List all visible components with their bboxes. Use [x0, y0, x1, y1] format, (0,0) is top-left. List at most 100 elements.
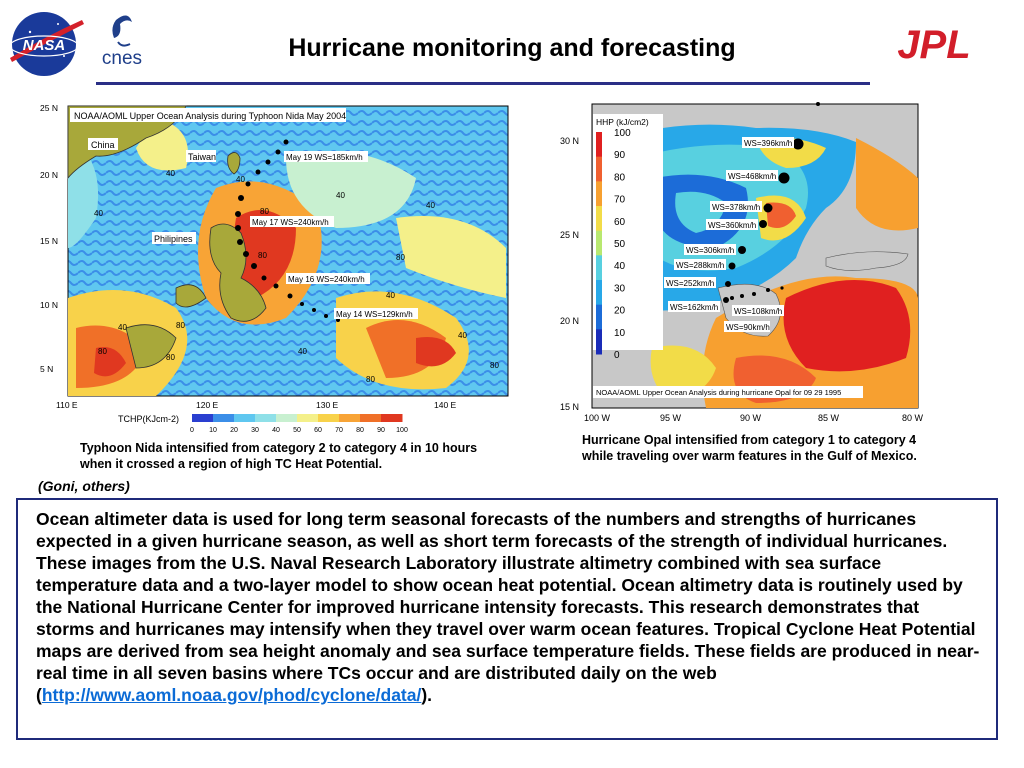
- opal-legend-tick: 30: [614, 283, 626, 294]
- description-paragraph: Ocean altimeter data is used for long te…: [36, 509, 980, 683]
- nida-label-may16: May 16 WS=240km/h: [288, 275, 365, 284]
- nida-colorbar-swatch: [339, 414, 361, 422]
- nida-label-may19: May 19 WS=185km/h: [286, 153, 363, 162]
- opal-legend-tick: 20: [614, 306, 626, 317]
- svg-text:40: 40: [298, 347, 307, 356]
- nida-colorbar-tick: 90: [377, 427, 385, 434]
- nida-caption: Typhoon Nida intensified from category 2…: [80, 441, 478, 471]
- opal-legend-tick: 10: [614, 328, 626, 339]
- svg-text:WS=108km/h: WS=108km/h: [734, 307, 782, 316]
- nida-colorbar-tick: 10: [209, 427, 217, 434]
- credit-text: (Goni, others): [38, 478, 130, 494]
- nida-label-may17: May 17 WS=240km/h: [252, 218, 329, 227]
- svg-text:WS=468km/h: WS=468km/h: [728, 172, 776, 181]
- opal-lon-ticks: 100 W 95 W 90 W 85 W 80 W: [584, 413, 924, 423]
- nida-colorbar-tick: 70: [335, 427, 343, 434]
- svg-text:WS=396km/h: WS=396km/h: [744, 139, 792, 148]
- opal-map-panel: HHP (kJ/cm2) 100 90 80 70 60 50 40 30 20 10 0 WS=3…: [556, 98, 926, 424]
- nida-colorbar-tick: 0: [190, 427, 194, 434]
- nida-colorbar-tick: 80: [356, 427, 364, 434]
- taiwan-label: Taiwan: [188, 152, 216, 162]
- svg-text:WS=90km/h: WS=90km/h: [726, 323, 770, 332]
- svg-text:80: 80: [366, 375, 375, 384]
- svg-text:80: 80: [98, 347, 107, 356]
- aoml-cyclone-data-link[interactable]: http://www.aoml.noaa.gov/phod/cyclone/da…: [41, 685, 422, 705]
- nida-label-may14: May 14 WS=129km/h: [336, 310, 413, 319]
- opal-legend-swatch: [596, 132, 602, 158]
- nida-colorbar-swatch: [276, 414, 298, 422]
- nida-map-title: NOAA/AOML Upper Ocean Analysis during Ty…: [74, 111, 346, 121]
- nida-colorbar-tick: 30: [251, 427, 259, 434]
- svg-text:130 E: 130 E: [316, 400, 339, 410]
- svg-text:40: 40: [386, 291, 395, 300]
- svg-text:25 N: 25 N: [40, 103, 58, 113]
- jpl-logo: JPL: [897, 24, 970, 64]
- svg-text:40: 40: [458, 331, 467, 340]
- nida-map: NOAA/AOML Upper Ocean Analysis during Ty…: [40, 103, 509, 434]
- svg-text:80: 80: [396, 253, 405, 262]
- opal-legend-tick: 90: [614, 150, 626, 161]
- opal-legend-swatch: [596, 304, 602, 330]
- china-label: China: [91, 140, 115, 150]
- opal-legend-tick: 0: [614, 350, 620, 361]
- opal-map-title: NOAA/AOML Upper Ocean Analysis during hu…: [596, 388, 841, 397]
- nida-map-panel: NOAA/AOML Upper Ocean Analysis during Ty…: [36, 98, 516, 438]
- svg-text:40: 40: [94, 209, 103, 218]
- svg-text:cnes: cnes: [102, 48, 142, 69]
- svg-text:WS=378km/h: WS=378km/h: [712, 203, 760, 212]
- svg-text:5 N: 5 N: [40, 364, 53, 374]
- svg-text:20 N: 20 N: [560, 316, 579, 326]
- svg-text:80: 80: [260, 207, 269, 216]
- svg-text:120 E: 120 E: [196, 400, 219, 410]
- nida-colorbar-swatch: [381, 414, 403, 422]
- svg-text:10 N: 10 N: [40, 300, 58, 310]
- nida-colorbar-swatch: [297, 414, 319, 422]
- svg-text:40: 40: [236, 175, 245, 184]
- nida-lon-ticks: 110 E 120 E 130 E 140 E: [56, 400, 457, 410]
- nida-colorbar-tick: 50: [293, 427, 301, 434]
- nida-colorbar-swatch: [192, 414, 214, 422]
- description-box: Ocean altimeter data is used for long te…: [16, 498, 998, 740]
- svg-text:40: 40: [336, 191, 345, 200]
- opal-legend-tick: 60: [614, 217, 626, 228]
- svg-text:15 N: 15 N: [560, 402, 579, 412]
- nida-colorbar-tick: 20: [230, 427, 238, 434]
- opal-legend-tick: 100: [614, 128, 631, 139]
- svg-text:85 W: 85 W: [818, 413, 840, 423]
- svg-text:JPL: JPL: [897, 24, 970, 64]
- opal-caption: Hurricane Opal intensified from category…: [582, 433, 917, 463]
- svg-text:40: 40: [166, 169, 175, 178]
- opal-lat-ticks: 30 N 25 N 20 N 15 N: [560, 136, 579, 412]
- svg-text:90 W: 90 W: [740, 413, 762, 423]
- opal-legend-swatch: [596, 280, 602, 306]
- svg-text:WS=252km/h: WS=252km/h: [666, 279, 714, 288]
- nida-colorbar-swatch: [318, 414, 340, 422]
- opal-legend-swatch: [596, 230, 602, 256]
- svg-text:25 N: 25 N: [560, 230, 579, 240]
- svg-text:80: 80: [166, 353, 175, 362]
- opal-legend-tick: 80: [614, 172, 626, 183]
- nida-colorbar-tick: 40: [272, 427, 280, 434]
- svg-text:30 N: 30 N: [560, 136, 579, 146]
- nida-colorbar-tick: 60: [314, 427, 322, 434]
- svg-text:80: 80: [490, 361, 499, 370]
- nida-lat-ticks: 25 N 20 N 15 N 10 N 5 N: [40, 103, 58, 374]
- nida-contour-labels: 40 40 40 40 80 80 80 40 80 40 80 80 40 4…: [94, 169, 499, 384]
- svg-text:40: 40: [118, 323, 127, 332]
- opal-legend-swatch: [596, 329, 602, 355]
- nasa-logo: NASA: [9, 12, 84, 76]
- nida-colorbar-ticks: 0 10 20 30 40 50 60 70 80 90 100: [190, 427, 408, 434]
- svg-text:WS=288km/h: WS=288km/h: [676, 261, 724, 270]
- opal-legend-tick: 70: [614, 195, 626, 206]
- opal-storm-track: [723, 102, 820, 303]
- svg-text:WS=360km/h: WS=360km/h: [708, 221, 756, 230]
- nida-colorbar-swatch: [213, 414, 235, 422]
- opal-legend-swatch: [596, 255, 602, 281]
- nida-colorbar-label: TCHP(KJcm-2): [118, 414, 179, 424]
- opal-legend-title: HHP (kJ/cm2): [596, 117, 649, 127]
- link-open-paren: (: [36, 685, 42, 705]
- nida-colorbar-swatch: [255, 414, 277, 422]
- svg-text:110 E: 110 E: [56, 400, 78, 410]
- svg-text:80: 80: [258, 251, 267, 260]
